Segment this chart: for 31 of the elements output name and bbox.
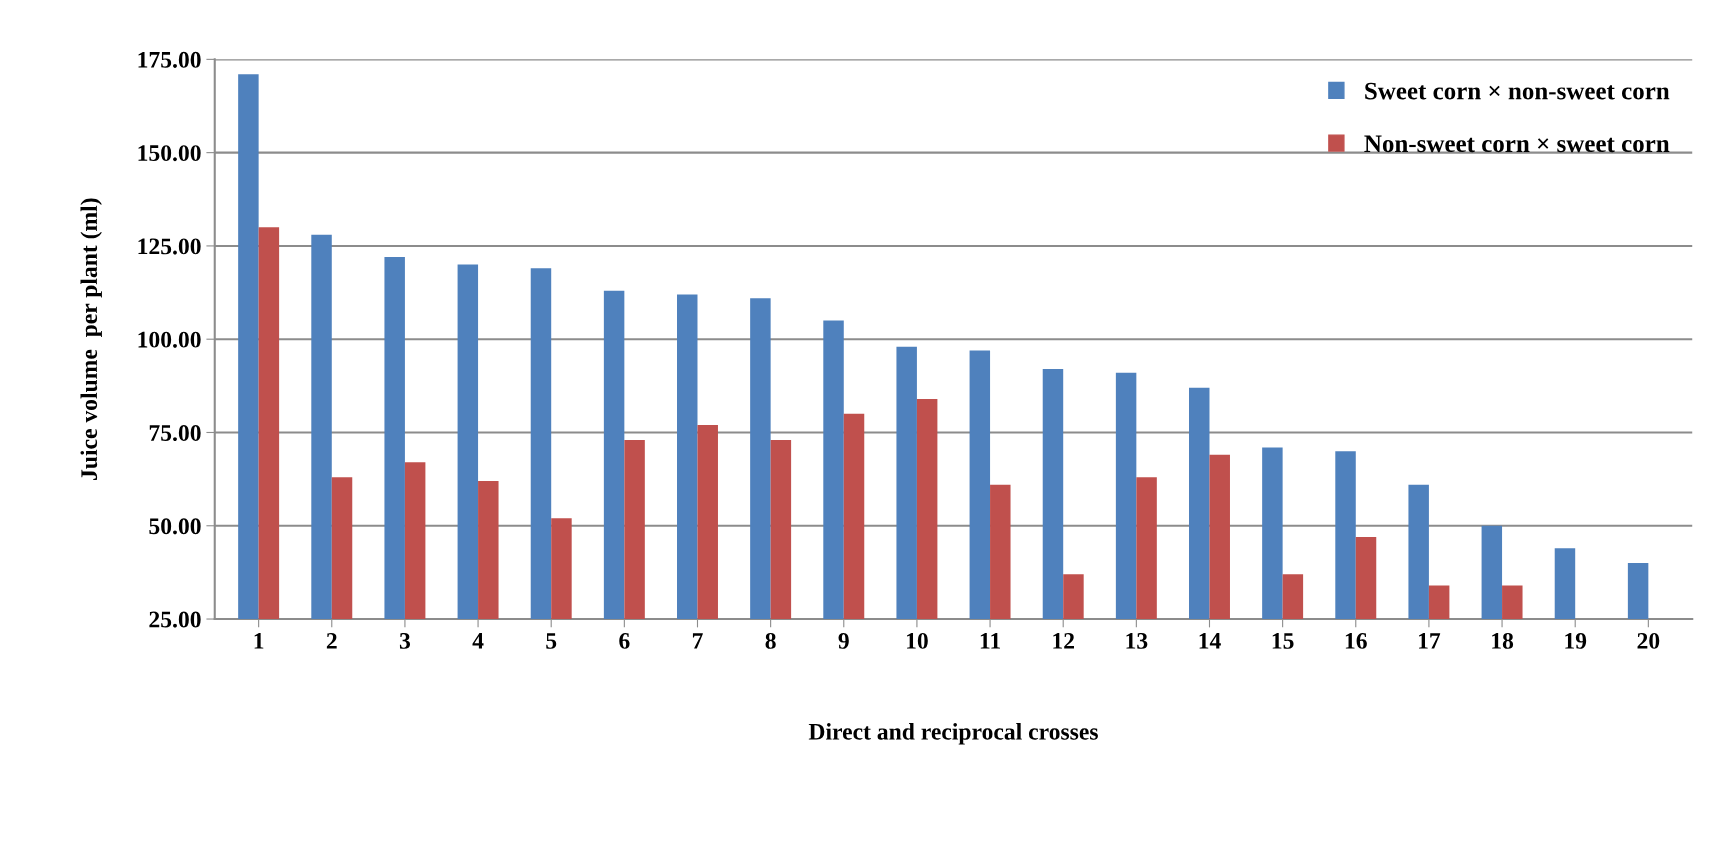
x-tick-label: 8 [765,632,776,649]
x-tick-label: 14 [1199,633,1221,649]
y-tick-label: 25.00 [149,611,201,628]
legend-label: Sweet corn × non-sweet corn [1365,82,1670,100]
x-tick-label: 18 [1492,632,1514,649]
x-tick-label: 10 [907,632,928,649]
x-tick-label: 15 [1272,633,1294,649]
x-tick-label: 7 [692,633,703,649]
x-tick-label: 1 [254,633,264,649]
x-tick-label: 4 [472,633,484,649]
x-tick-label: 16 [1345,632,1367,649]
y-tick-label: 175.00 [138,51,201,68]
x-tick-label: 12 [1053,632,1074,649]
x-tick-label: 13 [1126,632,1148,649]
y-axis-title: Juice volume per plant (ml) [80,198,102,480]
x-tick-label: 9 [838,632,849,649]
x-tick-label: 20 [1637,632,1660,649]
x-axis-title: Direct and reciprocal crosses [808,723,1098,745]
y-tick-label: 100.00 [138,331,201,348]
x-tick-label: 11 [980,633,1000,649]
x-tick-label: 5 [546,633,557,649]
y-tick-label: 75.00 [149,424,201,442]
y-tick-label: 125.00 [138,238,201,255]
x-tick-label: 19 [1565,632,1587,649]
y-tick-label: 50.00 [149,518,201,535]
x-tick-label: 6 [619,632,630,649]
x-tick-label: 17 [1419,633,1441,649]
y-tick-label: 150.00 [138,145,201,162]
x-tick-label: 3 [399,632,411,649]
legend-label: Non-sweet corn × sweet corn [1364,135,1670,153]
x-tick-label: 2 [326,632,337,649]
